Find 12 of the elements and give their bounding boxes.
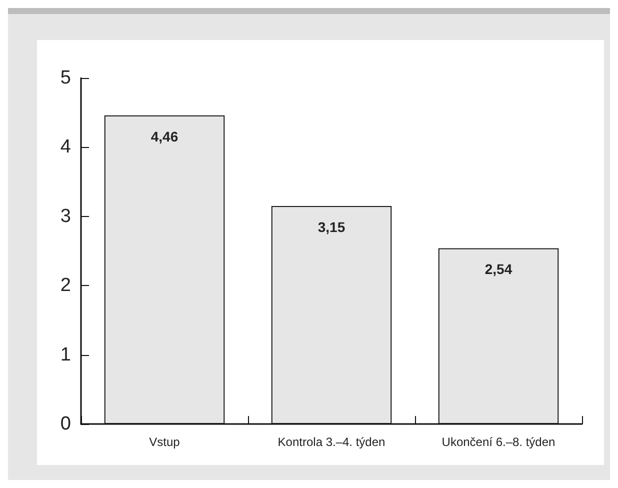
x-tick-label: Vstup — [149, 435, 180, 449]
x-tick-label: Ukončení 6.–8. týden — [442, 435, 556, 449]
y-tick-label: 2 — [60, 275, 71, 296]
data-label: 4,46 — [150, 128, 178, 144]
y-tick-label: 5 — [60, 68, 71, 88]
y-tick-label: 0 — [60, 414, 71, 434]
data-label: 3,15 — [318, 219, 346, 236]
data-label: 2,54 — [484, 261, 512, 278]
y-tick-label: 4 — [60, 136, 72, 158]
y-tick-label: 1 — [60, 344, 71, 366]
y-tick-label: 3 — [60, 206, 71, 227]
x-tick-label: Kontrola 3.–4. týden — [278, 435, 386, 449]
